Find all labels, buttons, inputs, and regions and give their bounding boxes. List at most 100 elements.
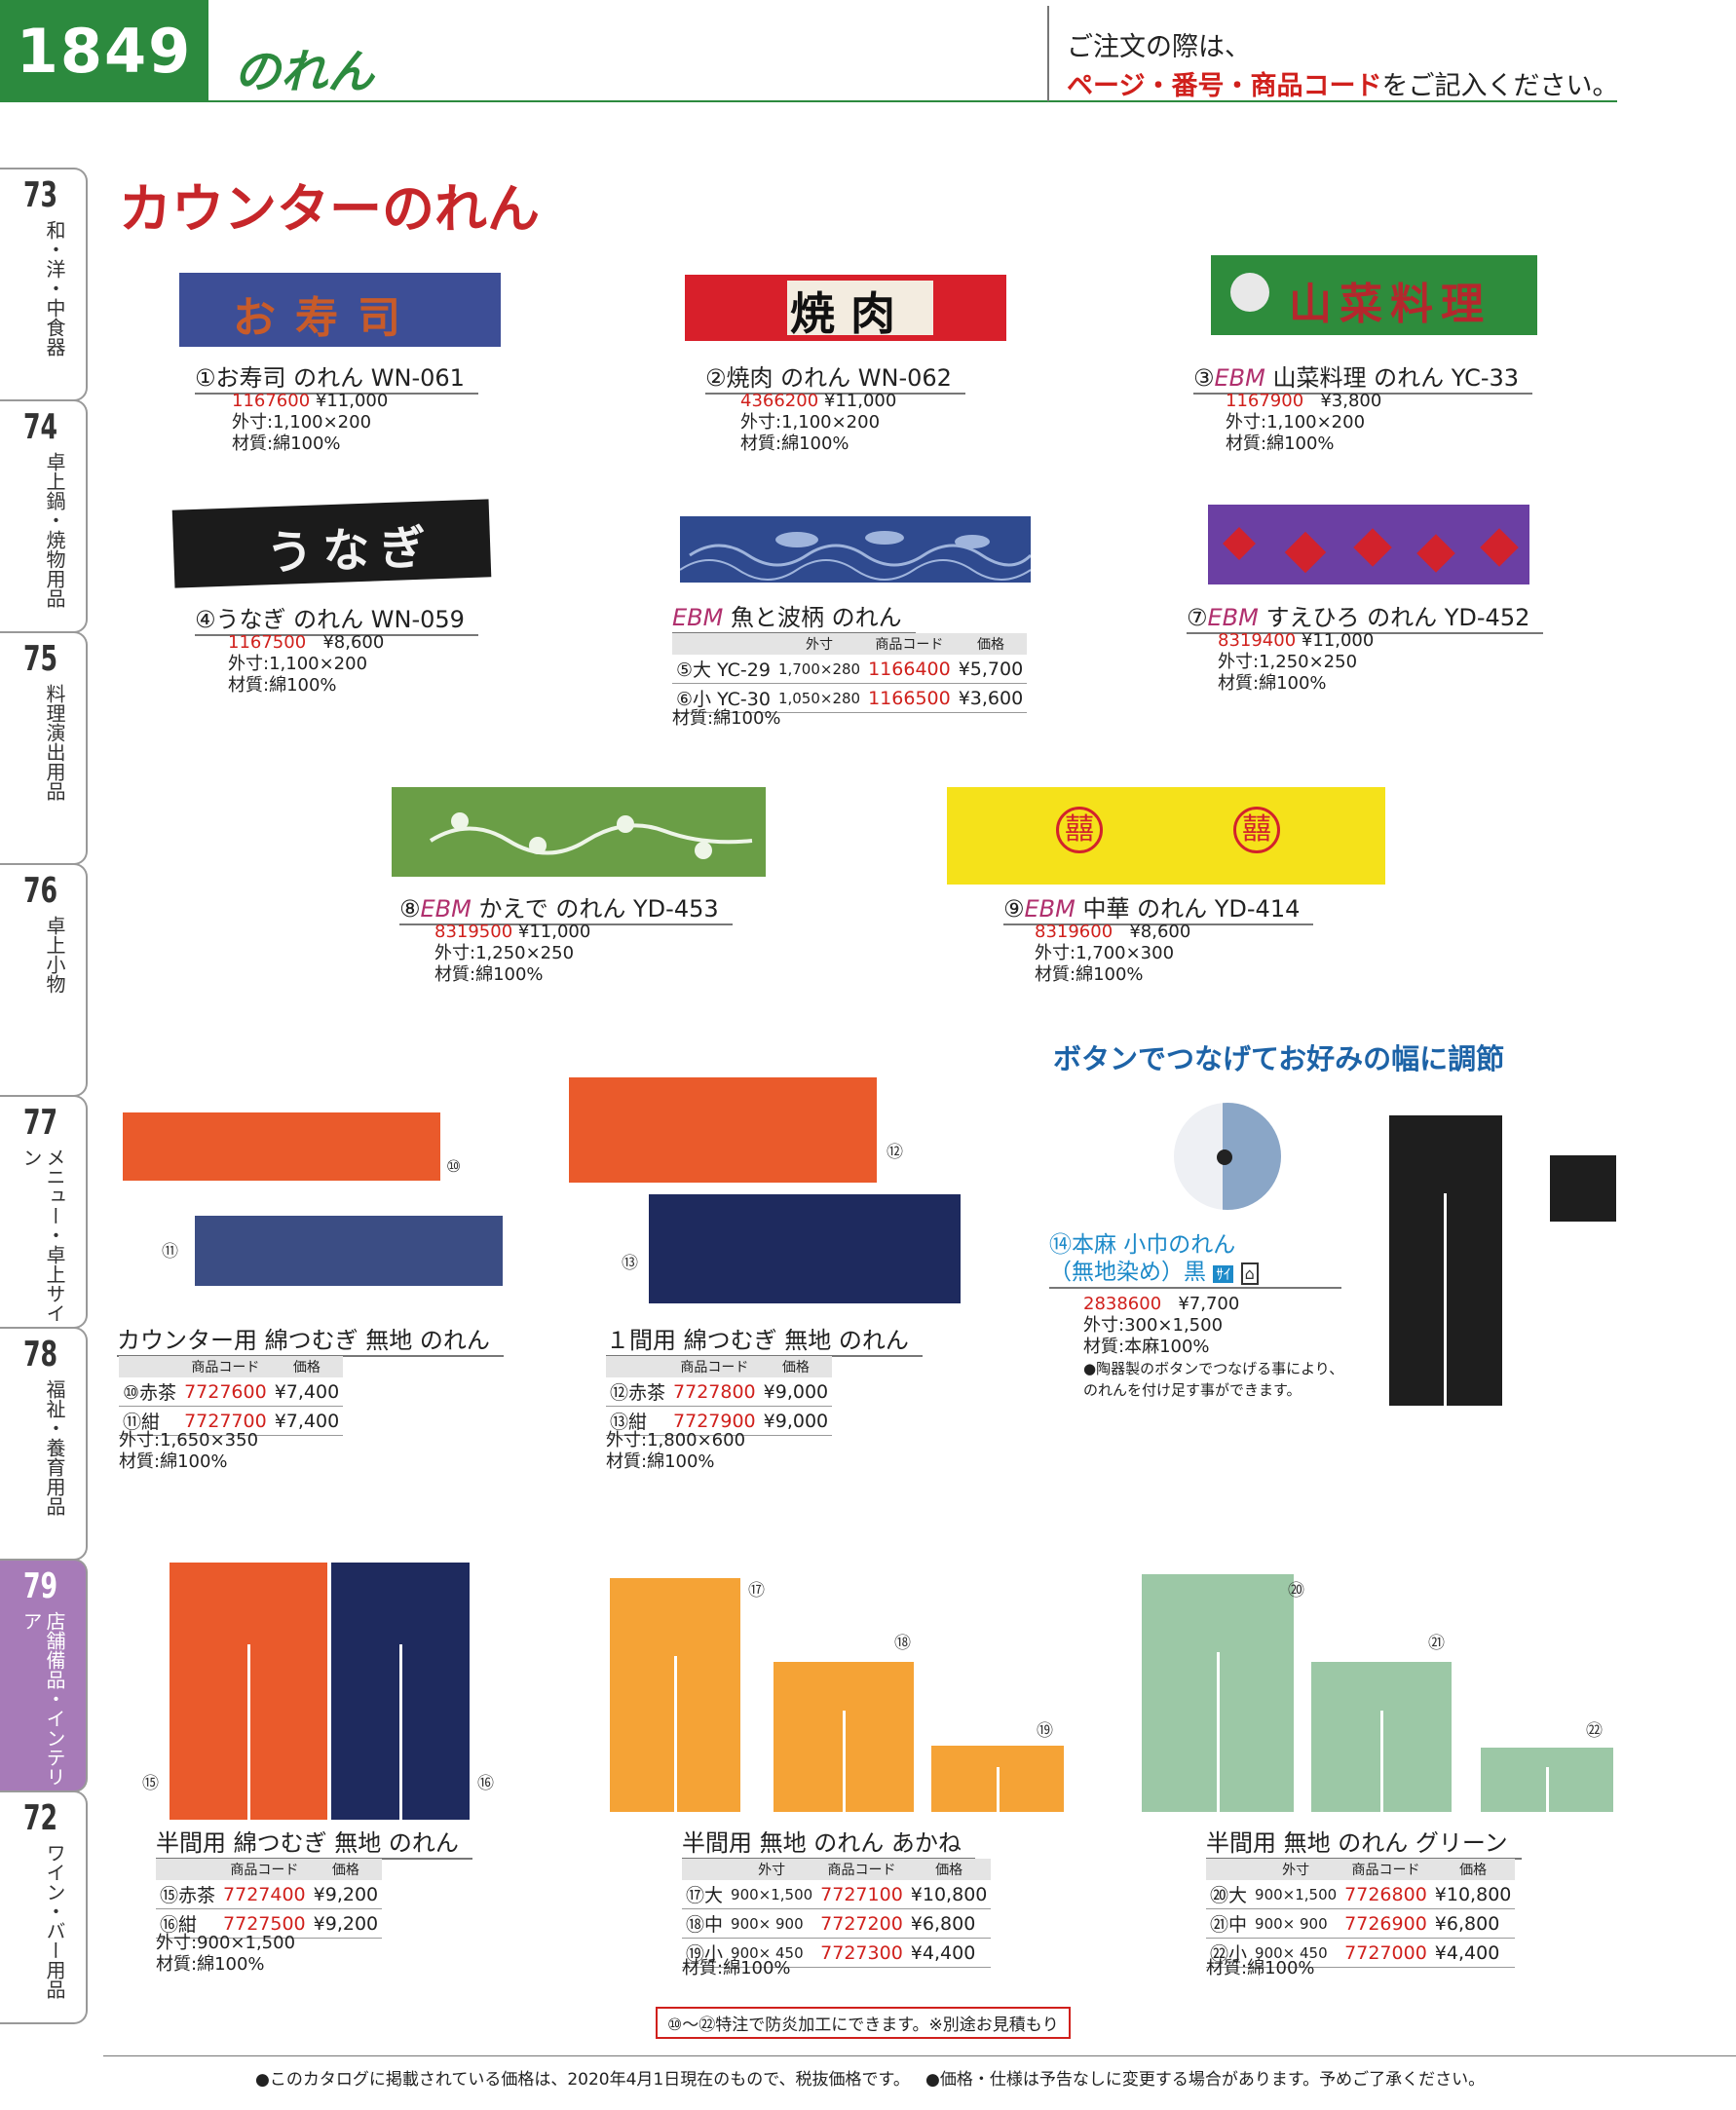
noren-print-text: 山菜料理 bbox=[1289, 280, 1491, 329]
noren-image-15 bbox=[170, 1563, 327, 1820]
product-5-6-table: 外寸 商品コード 価格 ⑤大 YC-29 1,700×280 1166400 ¥5,700… bbox=[672, 633, 1028, 713]
noren-print-text: うなぎ bbox=[265, 520, 437, 582]
product-4-name: ④うなぎ のれん WN-059 bbox=[195, 600, 478, 636]
header-divider bbox=[0, 100, 1617, 102]
side-tab-77[interactable]: 77 メニュー・卓上サイン bbox=[0, 1095, 88, 1329]
main-title: カウンターのれん bbox=[119, 178, 540, 240]
side-tab-73[interactable]: 73 和・洋・中食器 bbox=[0, 168, 88, 401]
button-closeup-image bbox=[1174, 1103, 1281, 1210]
product-1-code: 1167600 bbox=[232, 391, 311, 411]
footer-divider bbox=[103, 2055, 1736, 2056]
callout-22: ㉒ bbox=[1586, 1721, 1603, 1741]
table-row: ⑮赤茶 7727400 ¥9,200 bbox=[156, 1880, 383, 1909]
product-1-material: 材質:綿100% bbox=[232, 433, 341, 454]
side-tab-78[interactable]: 78 福祉・養育用品 bbox=[0, 1327, 88, 1561]
product-5-6-material: 材質:綿100% bbox=[672, 708, 781, 729]
product-15-16-name: 半間用 綿つむぎ 無地 のれん bbox=[156, 1824, 472, 1860]
product-2-info: 4366200 ¥11,000 外寸:1,100×200 材質:綿100% bbox=[740, 391, 897, 454]
noren-image-kaede bbox=[392, 787, 766, 877]
table-row: ㉑中 900× 900 7726900 ¥6,800 bbox=[1206, 1908, 1516, 1939]
side-tab-label: 福祉・養育用品 bbox=[43, 1379, 66, 1516]
callout-17: ⑰ bbox=[748, 1581, 765, 1601]
product-17-19-material: 材質:綿100% bbox=[682, 1958, 791, 1978]
callout-16: ⑯ bbox=[477, 1774, 494, 1793]
callout-18: ⑱ bbox=[894, 1634, 911, 1653]
side-tab-label: 卓上鍋・焼物用品 bbox=[43, 452, 66, 608]
size-badge: ｻｲ bbox=[1213, 1265, 1234, 1283]
noren-image-chuka: 囍 囍 bbox=[947, 787, 1385, 885]
footer-note-price: ●このカタログに掲載されている価格は、2020年4月1日現在のもので、税抜価格で… bbox=[255, 2070, 910, 2090]
table-row: ⑪紺 7727700 ¥7,400 bbox=[119, 1406, 344, 1436]
wave-pattern bbox=[680, 531, 1031, 581]
product-5-6-name: EBM 魚と波柄 のれん bbox=[672, 598, 916, 634]
fabric-swatch-14 bbox=[1550, 1155, 1616, 1222]
callout-19: ⑲ bbox=[1037, 1721, 1053, 1741]
table-row: ⑱中 900× 900 7727200 ¥6,800 bbox=[682, 1908, 992, 1939]
table-row: ⑲小 900× 450 7727300 ¥4,400 bbox=[682, 1938, 992, 1968]
side-tab-76[interactable]: 76 卓上小物 bbox=[0, 863, 88, 1097]
side-tab-number: 78 bbox=[23, 1335, 58, 1375]
order-note-highlight: ページ・番号・商品コード bbox=[1067, 71, 1382, 101]
product-7-info: 8319400 ¥11,000 外寸:1,250×250 材質:綿100% bbox=[1218, 630, 1375, 694]
noren-print-text: 囍 bbox=[1233, 807, 1280, 853]
table-row: ⑰大 900×1,500 7727100 ¥10,800 bbox=[682, 1880, 992, 1909]
product-12-13-info: 外寸:1,800×600 材質:綿100% bbox=[606, 1430, 746, 1472]
product-2-name: ②焼肉 のれん WN-062 bbox=[705, 358, 965, 395]
noren-image-fish-wave bbox=[680, 516, 1031, 583]
noren-print-text: 囍 bbox=[1056, 807, 1103, 853]
maple-pattern bbox=[429, 812, 753, 859]
side-tab-75[interactable]: 75 料理演出用品 bbox=[0, 631, 88, 865]
noren-image-17 bbox=[610, 1578, 740, 1812]
product-1-price: ¥11,000 bbox=[315, 391, 389, 411]
noren-image-22 bbox=[1481, 1748, 1613, 1812]
product-17-19-table: 外寸 商品コード 価格 ⑰大 900×1,500 7727100 ¥10,800 ⑱中 90… bbox=[682, 1859, 992, 1968]
side-tab-79[interactable]: 79 店舗備品・インテリア bbox=[0, 1559, 88, 1792]
product-1-size: 外寸:1,100×200 bbox=[232, 412, 372, 433]
order-note-line-1: ご注文の際は、 bbox=[1067, 32, 1251, 62]
table-row: ㉒小 900× 450 7727000 ¥4,400 bbox=[1206, 1938, 1516, 1968]
product-1-name: ①お寿司 のれん WN-061 bbox=[195, 358, 478, 395]
product-8-name: ⑧EBM かえで のれん YD-453 bbox=[399, 889, 733, 925]
product-1-info: 1167600 ¥11,000 外寸:1,100×200 材質:綿100% bbox=[232, 391, 388, 455]
noren-image-yakiniku: 焼肉 bbox=[685, 275, 1006, 341]
side-tab-number: 74 bbox=[23, 407, 58, 447]
noren-image-18 bbox=[774, 1662, 914, 1812]
product-10-11-table: 商品コード 価格 ⑩赤茶 7727600 ¥7,400 ⑪紺 7727700 ¥7,400 bbox=[119, 1356, 344, 1436]
product-10-11-info: 外寸:1,650×350 材質:綿100% bbox=[119, 1430, 259, 1472]
callout-21: ㉑ bbox=[1428, 1634, 1445, 1653]
noren-image-10 bbox=[123, 1112, 440, 1181]
footer-note-spec: ●価格・仕様は予告なしに変更する場合があります。予めご了承ください。 bbox=[925, 2070, 1486, 2090]
order-note-rest: をご記入ください。 bbox=[1381, 71, 1619, 101]
noren-image-14 bbox=[1389, 1115, 1502, 1406]
table-row: ⑳大 900×1,500 7726800 ¥10,800 bbox=[1206, 1880, 1516, 1909]
order-note-box bbox=[1047, 6, 1619, 101]
side-tab-72[interactable]: 72 ワイン・バー用品 bbox=[0, 1790, 88, 2024]
side-tab-label: 和・洋・中食器 bbox=[43, 220, 66, 357]
callout-11: ⑪ bbox=[162, 1242, 178, 1262]
noren-image-12 bbox=[569, 1077, 877, 1183]
side-tab-number: 77 bbox=[23, 1103, 58, 1143]
product-14-info: 2838600 ¥7,700 外寸:300×1,500 材質:本麻100% ●陶器製の… bbox=[1083, 1294, 1344, 1399]
side-tab-label: メニュー・卓上サイン bbox=[19, 1148, 66, 1323]
side-tab-number: 73 bbox=[23, 175, 58, 215]
noren-image-20 bbox=[1142, 1574, 1294, 1812]
product-12-13-name: １間用 綿つむぎ 無地 のれん bbox=[606, 1321, 923, 1357]
product-20-22-material: 材質:綿100% bbox=[1206, 1958, 1315, 1978]
product-4-info: 1167500 ¥8,600 外寸:1,100×200 材質:綿100% bbox=[228, 632, 385, 696]
product-15-16-info: 外寸:900×1,500 材質:綿100% bbox=[156, 1933, 296, 1975]
product-8-info: 8319500 ¥11,000 外寸:1,250×250 材質:綿100% bbox=[434, 922, 591, 985]
table-row: ⑬紺 7727900 ¥9,000 bbox=[606, 1406, 833, 1436]
product-14-underline bbox=[1049, 1287, 1341, 1289]
side-tab-74[interactable]: 74 卓上鍋・焼物用品 bbox=[0, 399, 88, 633]
product-20-22-table: 外寸 商品コード 価格 ⑳大 900×1,500 7726800 ¥10,800 ㉑中 90… bbox=[1206, 1859, 1516, 1968]
table-row: ⑤大 YC-29 1,700×280 1166400 ¥5,700 bbox=[672, 655, 1028, 684]
callout-13: ⑬ bbox=[622, 1254, 638, 1273]
product-17-19-name: 半間用 無地 のれん あかね bbox=[682, 1824, 975, 1860]
noren-image-16 bbox=[331, 1563, 470, 1820]
product-3-info: 1167900 ¥3,800 外寸:1,100×200 材質:綿100% bbox=[1226, 391, 1382, 454]
noren-print-text: 焼肉 bbox=[790, 287, 911, 340]
product-12-13-table: 商品コード 価格 ⑫赤茶 7727800 ¥9,000 ⑬紺 7727900 ¥9,000 bbox=[606, 1356, 833, 1436]
callout-10: ⑩ bbox=[446, 1157, 462, 1177]
side-tab-label: 卓上小物 bbox=[43, 916, 66, 994]
noren-image-sansai: 山菜料理 bbox=[1211, 255, 1537, 335]
